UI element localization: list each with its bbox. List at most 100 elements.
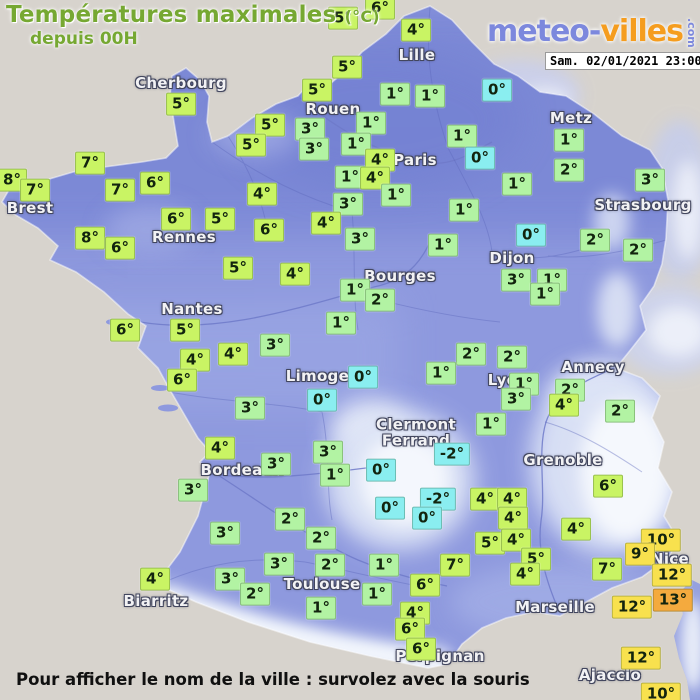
temp-label[interactable]: 1° [449,198,479,222]
temp-label[interactable]: 0° [366,458,396,482]
temp-label[interactable]: 1° [326,311,356,335]
temp-label[interactable]: 5° [302,78,332,102]
temp-label[interactable]: 10° [640,682,682,700]
temp-label[interactable]: 5° [236,133,266,157]
meteo-villes-logo[interactable]: meteo- villes .com [487,14,698,49]
temp-label[interactable]: 2° [554,158,584,182]
temp-label[interactable]: 2° [456,342,486,366]
temp-label[interactable]: 4° [140,567,170,591]
temp-label[interactable]: 6° [365,0,395,20]
temp-label[interactable]: 0° [482,78,512,102]
temp-label[interactable]: 1° [447,124,477,148]
temp-label[interactable]: 4° [510,562,540,586]
temp-label[interactable]: 3° [210,521,240,545]
temp-label[interactable]: 6° [110,318,140,342]
temp-label[interactable]: 4° [311,211,341,235]
temp-label[interactable]: 12° [611,595,653,619]
temp-label[interactable]: 3° [501,387,531,411]
temp-label[interactable]: 8° [75,226,105,250]
temp-label[interactable]: 6° [140,171,170,195]
temp-label[interactable]: 4° [280,262,310,286]
temp-label[interactable]: 0° [412,506,442,530]
temp-label[interactable]: 1° [369,553,399,577]
temp-label[interactable]: 3° [178,478,208,502]
temp-label[interactable]: 9° [625,542,655,566]
temp-label[interactable]: 4° [470,487,500,511]
temp-label[interactable]: 1° [381,183,411,207]
temp-label[interactable]: 2° [275,507,305,531]
temp-label[interactable]: 4° [561,517,591,541]
temp-label[interactable]: 5° [255,113,285,137]
temp-label[interactable]: 4° [247,182,277,206]
temp-label[interactable]: 0° [348,365,378,389]
temp-label[interactable]: 0° [516,223,546,247]
temp-label[interactable]: 3° [264,552,294,576]
temp-label[interactable]: 0° [465,146,495,170]
temp-label[interactable]: 3° [261,452,291,476]
temp-label[interactable]: 0° [307,388,337,412]
temp-label[interactable]: 1° [502,172,532,196]
temp-label[interactable]: 6° [161,207,191,231]
temp-label[interactable]: 5° [166,92,196,116]
temp-label[interactable]: 6° [593,474,623,498]
temp-label[interactable]: 2° [306,526,336,550]
temp-label[interactable]: 6° [167,368,197,392]
temp-label[interactable]: 4° [549,393,579,417]
temp-label[interactable]: 3° [635,168,665,192]
temp-label[interactable]: 1° [320,463,350,487]
temp-label[interactable]: -2° [433,442,471,466]
temp-label[interactable]: 0° [375,496,405,520]
temp-label[interactable]: 2° [605,399,635,423]
temp-label[interactable]: 4° [501,528,531,552]
temp-label[interactable]: 12° [651,563,693,587]
temp-label[interactable]: 7° [105,178,135,202]
temp-label[interactable]: 1° [335,165,365,189]
temp-label[interactable]: 5° [205,207,235,231]
temp-label[interactable]: 3° [333,192,363,216]
temp-label[interactable]: 4° [401,18,431,42]
temp-label[interactable]: 3° [235,396,265,420]
temp-label[interactable]: 1° [362,582,392,606]
temp-label[interactable]: 7° [440,553,470,577]
temp-label[interactable]: 4° [498,506,528,530]
temp-label[interactable]: 1° [415,84,445,108]
temp-label[interactable]: 5° [332,55,362,79]
temp-label[interactable]: 2° [315,553,345,577]
temp-label[interactable]: 1° [554,128,584,152]
temp-label[interactable]: 6° [410,573,440,597]
temp-label[interactable]: 3° [215,567,245,591]
temp-label[interactable]: 13° [652,588,694,612]
temp-label[interactable]: 1° [428,233,458,257]
temp-label[interactable]: 1° [340,278,370,302]
temp-label[interactable]: 7° [592,557,622,581]
temp-label[interactable]: 6° [105,236,135,260]
temp-label[interactable]: 3° [501,268,531,292]
temp-label[interactable]: 1° [356,111,386,135]
temp-label[interactable]: 7° [75,151,105,175]
temp-label[interactable]: 1° [476,412,506,436]
temp-label[interactable]: 7° [20,178,50,202]
temp-label[interactable]: -2° [419,487,457,511]
temp-label[interactable]: 12° [620,646,662,670]
temp-label[interactable]: 2° [365,288,395,312]
temp-label[interactable]: 3° [299,137,329,161]
temp-label[interactable]: 5° [475,531,505,555]
temp-label[interactable]: 5° [170,318,200,342]
temp-label[interactable]: 2° [240,582,270,606]
temp-label[interactable]: 5° [328,6,358,30]
temp-label[interactable]: 2° [497,345,527,369]
temp-label[interactable]: 4° [218,342,248,366]
temp-label[interactable]: 1° [426,361,456,385]
temp-label[interactable]: 3° [260,333,290,357]
temp-label[interactable]: 4° [205,436,235,460]
temp-label[interactable]: 1° [530,282,560,306]
temp-label[interactable]: 3° [345,227,375,251]
temp-label[interactable]: 2° [623,238,653,262]
temp-label[interactable]: 5° [223,256,253,280]
temp-label[interactable]: 6° [406,637,436,661]
temp-label[interactable]: 1° [380,82,410,106]
temp-label[interactable]: 1° [306,596,336,620]
temp-label[interactable]: 3° [313,440,343,464]
temp-label[interactable]: 2° [580,228,610,252]
temp-label[interactable]: 6° [254,218,284,242]
